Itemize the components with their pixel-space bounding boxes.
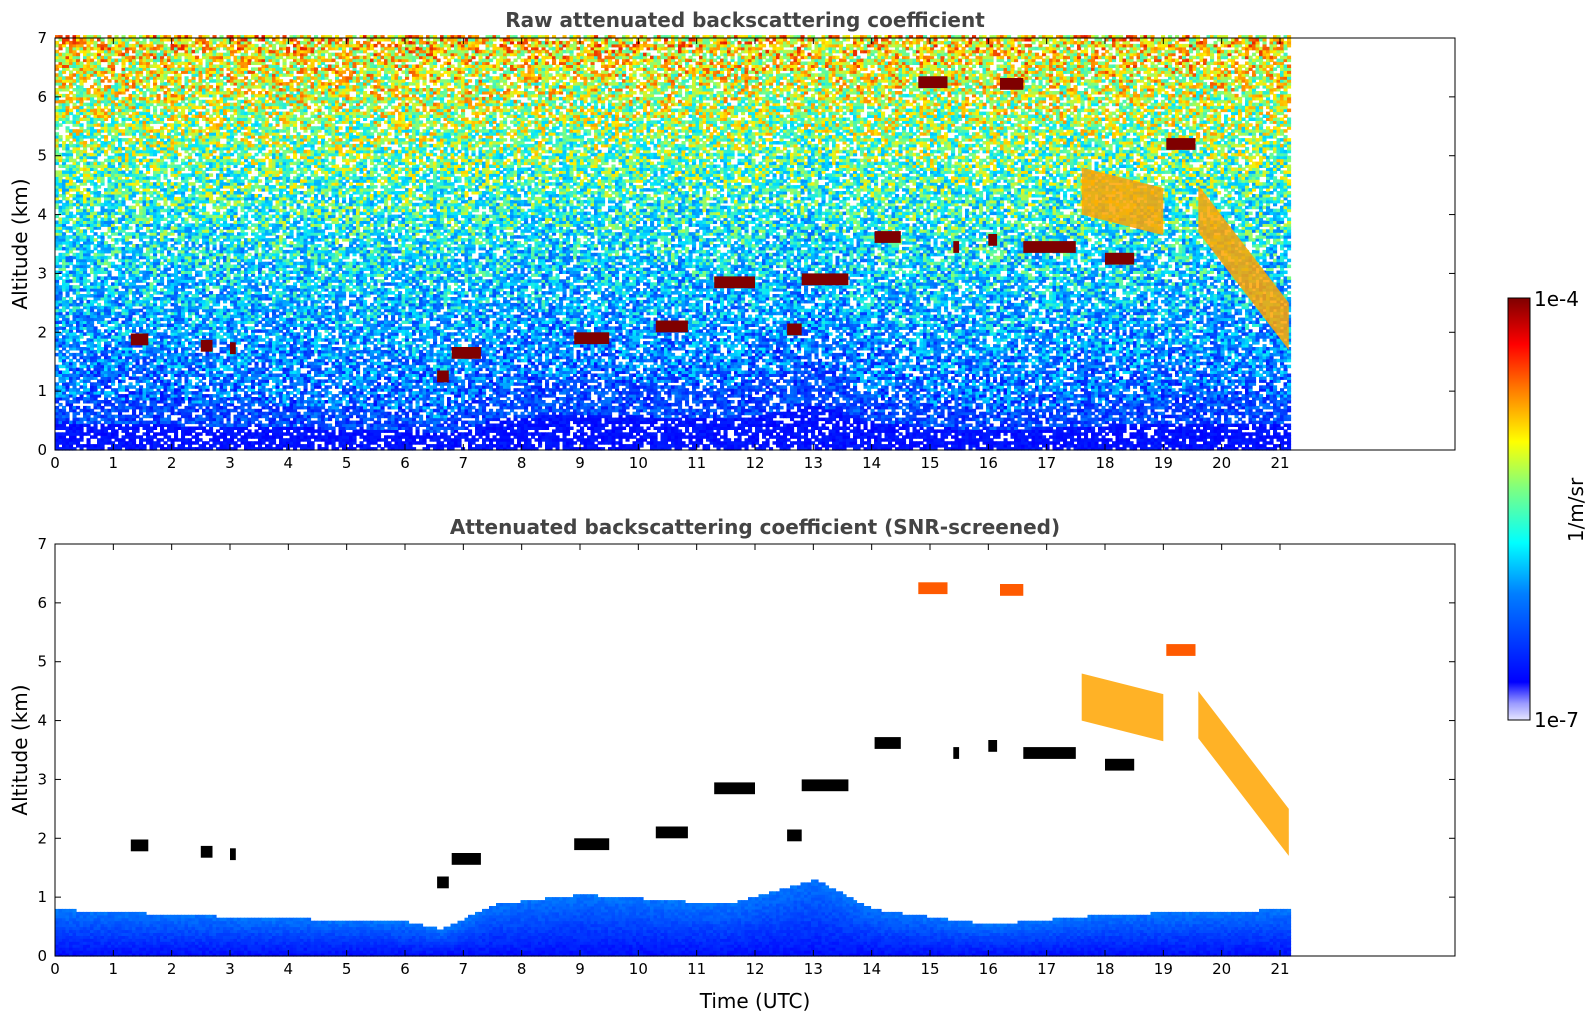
x-tick-label: 20 xyxy=(1212,454,1231,472)
x-tick-label: 9 xyxy=(575,454,585,472)
time-axis-label: Time (UTC) xyxy=(699,989,811,1013)
y-tick-label: 0 xyxy=(37,947,47,965)
x-tick-label: 4 xyxy=(284,960,294,978)
screened-y-axis-label: Altitude (km) xyxy=(8,684,32,815)
x-tick-label: 3 xyxy=(225,960,235,978)
y-tick-label: 4 xyxy=(37,712,47,730)
y-tick-label: 7 xyxy=(37,535,47,553)
x-tick-label: 0 xyxy=(50,960,60,978)
x-tick-label: 14 xyxy=(862,454,881,472)
y-tick-label: 4 xyxy=(37,206,47,224)
colorbar-gradient xyxy=(1508,298,1530,720)
x-tick-label: 17 xyxy=(1037,960,1056,978)
screened-panel-title: Attenuated backscattering coefficient (S… xyxy=(450,515,1060,539)
screened-plot-frame xyxy=(55,544,1455,956)
x-tick-label: 21 xyxy=(1270,454,1289,472)
snr-screened-panel: Attenuated backscattering coefficient (S… xyxy=(8,515,1455,1013)
colorbar: 1e-4 1e-7 1/m/sr xyxy=(1508,287,1588,732)
x-tick-label: 2 xyxy=(167,960,177,978)
x-tick-label: 1 xyxy=(109,454,119,472)
y-tick-label: 3 xyxy=(37,770,47,788)
x-tick-label: 15 xyxy=(920,454,939,472)
x-tick-label: 12 xyxy=(745,454,764,472)
x-tick-label: 7 xyxy=(459,454,469,472)
x-tick-label: 15 xyxy=(920,960,939,978)
x-tick-label: 10 xyxy=(629,960,648,978)
raw-backscatter-panel: Raw attenuated backscattering coefficien… xyxy=(8,8,1455,472)
x-tick-label: 18 xyxy=(1095,960,1114,978)
raw-y-axis-label: Altitude (km) xyxy=(8,178,32,309)
y-tick-label: 6 xyxy=(37,88,47,106)
x-tick-label: 8 xyxy=(517,960,527,978)
x-tick-label: 11 xyxy=(687,454,706,472)
x-tick-label: 11 xyxy=(687,960,706,978)
y-tick-label: 6 xyxy=(37,594,47,612)
x-tick-label: 6 xyxy=(400,454,410,472)
x-tick-label: 0 xyxy=(50,454,60,472)
x-tick-label: 13 xyxy=(804,960,823,978)
x-tick-label: 13 xyxy=(804,454,823,472)
y-tick-label: 1 xyxy=(37,888,47,906)
x-tick-label: 5 xyxy=(342,960,352,978)
x-tick-label: 5 xyxy=(342,454,352,472)
colorbar-min-label: 1e-7 xyxy=(1534,708,1579,732)
y-tick-label: 2 xyxy=(37,323,47,341)
x-tick-label: 17 xyxy=(1037,454,1056,472)
x-tick-label: 14 xyxy=(862,960,881,978)
x-tick-label: 12 xyxy=(745,960,764,978)
x-tick-label: 21 xyxy=(1270,960,1289,978)
colorbar-max-label: 1e-4 xyxy=(1534,287,1579,311)
screened-heatmap xyxy=(55,582,1291,956)
x-tick-label: 7 xyxy=(459,960,469,978)
raw-panel-title: Raw attenuated backscattering coefficien… xyxy=(505,8,985,32)
x-tick-label: 16 xyxy=(979,960,998,978)
x-tick-label: 10 xyxy=(629,454,648,472)
x-tick-label: 18 xyxy=(1095,454,1114,472)
x-tick-label: 4 xyxy=(284,454,294,472)
x-tick-label: 19 xyxy=(1154,960,1173,978)
x-tick-label: 1 xyxy=(109,960,119,978)
x-tick-label: 16 xyxy=(979,454,998,472)
x-tick-label: 3 xyxy=(225,454,235,472)
y-tick-label: 0 xyxy=(37,441,47,459)
y-tick-label: 5 xyxy=(37,147,47,165)
colorbar-label: 1/m/sr xyxy=(1564,477,1588,542)
y-tick-label: 2 xyxy=(37,829,47,847)
x-tick-label: 2 xyxy=(167,454,177,472)
x-tick-label: 8 xyxy=(517,454,527,472)
raw-heatmap xyxy=(55,35,1291,451)
x-tick-label: 20 xyxy=(1212,960,1231,978)
y-tick-label: 3 xyxy=(37,264,47,282)
x-tick-label: 19 xyxy=(1154,454,1173,472)
x-tick-label: 6 xyxy=(400,960,410,978)
y-tick-label: 7 xyxy=(37,29,47,47)
y-tick-label: 5 xyxy=(37,653,47,671)
x-tick-label: 9 xyxy=(575,960,585,978)
y-tick-label: 1 xyxy=(37,382,47,400)
